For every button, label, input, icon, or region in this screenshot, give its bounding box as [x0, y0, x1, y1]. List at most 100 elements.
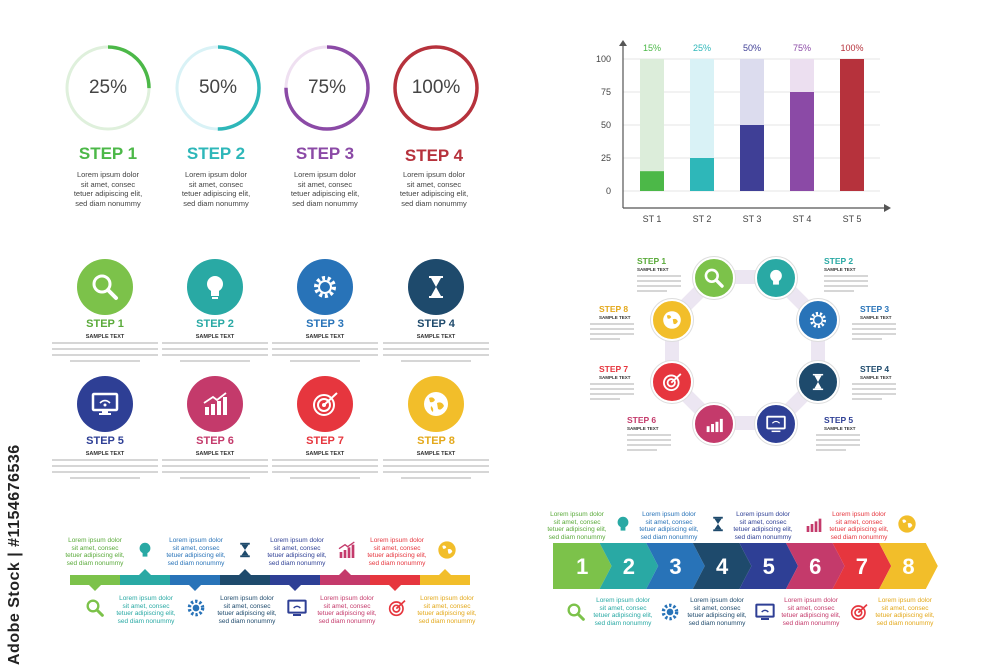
y-tick-label: 0 [606, 186, 611, 196]
placeholder-text-line [627, 434, 671, 436]
grid-sample-text: SAMPLE TEXT [195, 334, 235, 340]
bar [840, 59, 864, 191]
grid-icon-circle-7 [297, 376, 353, 432]
gear-icon [661, 603, 679, 621]
placeholder-text-line [401, 477, 471, 479]
timeline-bar [70, 569, 470, 591]
placeholder-text-line [52, 471, 158, 473]
arrow-text: Lorem ipsum dolor sit amet, consec tetuer … [829, 511, 889, 541]
arrow-text: Lorem ipsum dolor sit amet, consec tetuer … [639, 511, 699, 541]
placeholder-text-line [162, 342, 268, 344]
bar [690, 158, 714, 191]
y-axis-arrow [619, 40, 627, 46]
placeholder-text-line [272, 342, 378, 344]
growth-chart-icon [806, 518, 822, 532]
bar-data-label: 50% [743, 43, 761, 53]
placeholder-text-line [816, 439, 860, 441]
placeholder-text-line [272, 354, 378, 356]
placeholder-text-line [290, 477, 360, 479]
timeline-segment-1 [70, 575, 120, 591]
placeholder-text-line [824, 290, 854, 292]
placeholder-text-line [383, 471, 489, 473]
arrow-text: Lorem ipsum dolor sit amet, consec tetuer … [781, 597, 841, 627]
placeholder-text-line [383, 342, 489, 344]
x-tick-label: ST 1 [643, 214, 662, 224]
placeholder-text-line [162, 471, 268, 473]
x-tick-label: ST 4 [793, 214, 812, 224]
timeline-segment-3 [170, 575, 220, 591]
octagon-node-5 [755, 403, 797, 445]
placeholder-text-line [590, 383, 634, 385]
timeline-text: Lorem ipsum dolor sit amet, consec tetuer … [65, 537, 125, 567]
bar [640, 171, 664, 191]
placeholder-text-line [590, 388, 634, 390]
arrow-chevron [879, 543, 938, 589]
octagon-step-label: STEP 2 [824, 256, 854, 266]
placeholder-text-line [590, 328, 634, 330]
grid-icon-circle-8 [408, 376, 464, 432]
placeholder-text-line [816, 449, 846, 451]
globe-icon [424, 392, 448, 416]
grid-sample-text: SAMPLE TEXT [305, 334, 345, 340]
ring-step-title: STEP 2 [186, 144, 246, 163]
octagon-sample-text: SAMPLE TEXT [627, 426, 659, 431]
placeholder-text-line [272, 348, 378, 350]
arrow-text: Lorem ipsum dolor sit amet, consec tetuer … [733, 511, 793, 541]
placeholder-text-line [852, 323, 896, 325]
arrow-number: 4 [716, 554, 729, 579]
placeholder-text-line [627, 439, 671, 441]
arrow-text: Lorem ipsum dolor sit amet, consec tetuer … [687, 597, 747, 627]
placeholder-text-line [180, 477, 250, 479]
ring-value: 25% [88, 77, 128, 98]
grid-sample-text: SAMPLE TEXT [416, 451, 456, 457]
placeholder-text-line [401, 360, 471, 362]
monitor-wifi-icon [755, 603, 775, 620]
arrow-number: 5 [763, 554, 775, 579]
ring-value: 100% [411, 77, 461, 98]
placeholder-text-line [162, 348, 268, 350]
placeholder-text-line [637, 280, 681, 282]
y-tick-label: 100 [596, 54, 611, 64]
x-tick-label: ST 5 [843, 214, 862, 224]
placeholder-text-line [852, 398, 882, 400]
octagon-sample-text: SAMPLE TEXT [860, 315, 892, 320]
placeholder-text-line [637, 275, 681, 277]
stock-watermark: Adobe Stock | #1154676536 [6, 444, 23, 665]
growth-chart-icon [203, 392, 227, 415]
placeholder-text-line [52, 465, 158, 467]
placeholder-text-line [70, 360, 140, 362]
arrow-chevron [599, 543, 659, 589]
arrow-number: 3 [669, 554, 681, 579]
ring-step-text: Lorem ipsum dolor sit amet, consec tetuer … [73, 170, 143, 208]
timeline-segment-2 [120, 569, 170, 585]
x-axis-arrow [884, 204, 891, 212]
arrow-number: 8 [902, 554, 914, 579]
target-icon [850, 604, 868, 621]
grid-step-title: STEP 8 [417, 435, 455, 447]
ring-progress-arc [175, 45, 261, 131]
octagon-step-label: STEP 1 [637, 256, 667, 266]
grid-sample-text: SAMPLE TEXT [305, 451, 345, 457]
arrow-number: 6 [809, 554, 821, 579]
placeholder-text-line [590, 333, 634, 335]
grid-step-title: STEP 1 [86, 318, 124, 330]
progress-ring-3: 75% [282, 43, 372, 133]
timeline-text: Lorem ipsum dolor sit amet, consec tetuer … [116, 595, 176, 625]
grid-icon-circle-2 [187, 259, 243, 315]
timeline-segment-7 [370, 575, 420, 591]
placeholder-text-line [290, 360, 360, 362]
timeline-text: Lorem ipsum dolor sit amet, consec tetuer … [267, 537, 327, 567]
bar-chart: 0 25 50 75 100 15% ST 1 25% ST 2 50% ST 3 75% ST 4 10… [596, 40, 891, 224]
placeholder-text-line [162, 465, 268, 467]
placeholder-text-line [383, 348, 489, 350]
bar-data-label: 15% [643, 43, 661, 53]
octagon-step-label: STEP 4 [860, 364, 890, 374]
grid-sample-text: SAMPLE TEXT [195, 451, 235, 457]
octagon-step-label: STEP 8 [599, 304, 629, 314]
placeholder-text-line [52, 354, 158, 356]
ring-step-title: STEP 1 [78, 144, 138, 163]
bar-data-label: 75% [793, 43, 811, 53]
monitor-wifi-icon [766, 415, 786, 433]
ring-svg [284, 45, 370, 131]
timeline-text: Lorem ipsum dolor sit amet, consec tetuer … [317, 595, 377, 625]
